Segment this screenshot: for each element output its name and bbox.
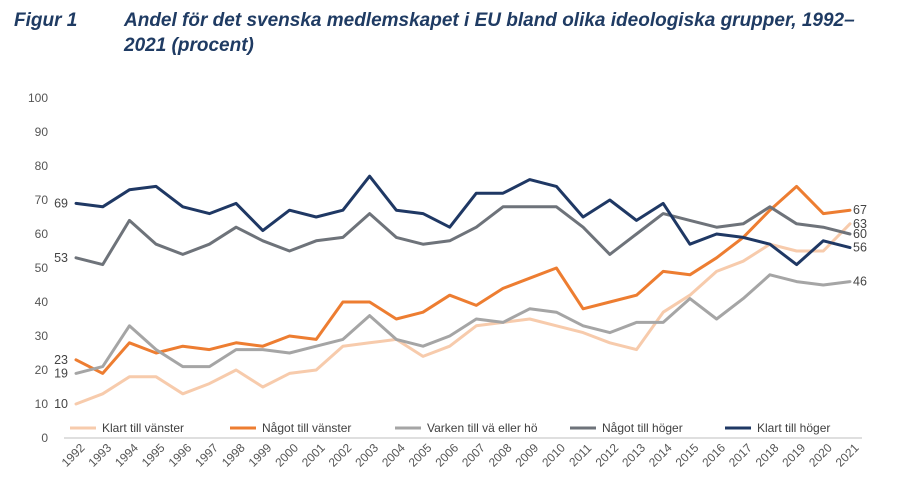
y-tick-label: 80 <box>35 159 49 173</box>
x-tick-label: 1996 <box>166 441 195 470</box>
x-tick-label: 1995 <box>139 441 168 470</box>
legend-label: Något till höger <box>602 421 683 435</box>
x-tick-label: 1992 <box>59 441 88 470</box>
data-label: 69 <box>54 196 68 210</box>
data-label: 53 <box>54 251 68 265</box>
x-tick-label: 2013 <box>619 441 648 470</box>
x-tick-label: 2005 <box>406 441 435 470</box>
y-tick-label: 20 <box>35 363 49 377</box>
data-label: 60 <box>853 227 867 241</box>
series-line-3 <box>74 205 852 267</box>
y-tick-label: 40 <box>35 295 49 309</box>
x-tick-label: 2000 <box>272 441 301 470</box>
y-tick-label: 90 <box>35 125 49 139</box>
x-tick-label: 2009 <box>513 441 542 470</box>
series-lines <box>74 174 852 406</box>
x-tick-label: 2011 <box>566 441 594 469</box>
y-tick-label: 0 <box>41 431 48 445</box>
x-tick-label: 1994 <box>112 441 141 470</box>
legend-label: Något till vänster <box>262 421 351 435</box>
data-label: 63 <box>853 217 867 231</box>
x-tick-label: 2007 <box>459 441 488 470</box>
x-tick-label: 2012 <box>593 441 622 470</box>
y-tick-label: 70 <box>35 193 49 207</box>
y-axis: 0 10 20 30 40 50 60 70 80 90 100 <box>28 91 48 445</box>
x-tick-label: 2019 <box>779 441 808 470</box>
x-tick-label: 2015 <box>673 441 702 470</box>
x-tick-label: 2020 <box>806 441 835 470</box>
y-tick-label: 10 <box>35 397 49 411</box>
x-tick-label: 1999 <box>246 441 275 470</box>
y-tick-label: 50 <box>35 261 49 275</box>
data-label: 67 <box>853 203 867 217</box>
series-line-4 <box>74 174 852 267</box>
x-tick-label: 2003 <box>352 441 381 470</box>
series-line-2 <box>74 273 852 375</box>
series-line-0 <box>74 222 852 406</box>
figure-title: Andel för det svenska medlemskapet i EU … <box>124 10 855 56</box>
y-tick-label: 30 <box>35 329 49 343</box>
data-label: 10 <box>54 397 68 411</box>
x-tick-label: 2021 <box>833 441 862 470</box>
figure-header: Figur 1 Andel för det svenska medlemskap… <box>14 8 890 58</box>
data-label: 46 <box>853 275 867 289</box>
x-tick-label: 2018 <box>753 441 782 470</box>
data-label: 19 <box>54 366 68 380</box>
x-tick-label: 1998 <box>219 441 248 470</box>
x-tick-label: 2002 <box>326 441 355 470</box>
x-tick-label: 1997 <box>192 441 221 470</box>
x-tick-label: 2017 <box>726 441 755 470</box>
legend-label: Klart till vänster <box>102 421 184 435</box>
y-tick-label: 100 <box>28 91 48 105</box>
x-tick-label: 2006 <box>432 441 461 470</box>
series-line-1 <box>74 184 852 375</box>
figure-label: Figur 1 <box>14 10 78 31</box>
x-tick-label: 2014 <box>646 441 675 470</box>
legend: Klart till vänster Något till vänster Vark… <box>70 421 830 435</box>
x-axis: 1992199319941995199619971998199920002001… <box>59 437 862 470</box>
x-tick-label: 2004 <box>379 441 408 470</box>
data-label: 23 <box>54 353 68 367</box>
x-tick-label: 2016 <box>699 441 728 470</box>
x-tick-label: 2001 <box>299 441 328 470</box>
legend-label: Varken till vä eller hö <box>427 421 538 435</box>
x-tick-label: 1993 <box>85 441 114 470</box>
y-tick-label: 60 <box>35 227 49 241</box>
legend-label: Klart till höger <box>757 421 830 435</box>
x-tick-label: 2010 <box>539 441 568 470</box>
x-tick-label: 2008 <box>486 441 515 470</box>
data-label: 56 <box>853 241 867 255</box>
